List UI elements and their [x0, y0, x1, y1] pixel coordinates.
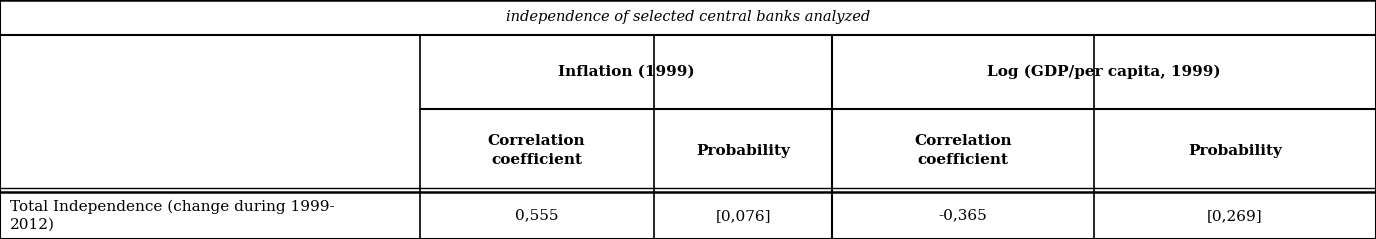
Text: Correlation
coefficient: Correlation coefficient — [915, 134, 1011, 167]
Text: Log (GDP/per capita, 1999): Log (GDP/per capita, 1999) — [988, 65, 1221, 79]
Text: Inflation (1999): Inflation (1999) — [557, 65, 695, 79]
Text: 0,555: 0,555 — [515, 209, 559, 223]
Text: Probability: Probability — [1187, 144, 1282, 158]
Text: independence of selected central banks analyzed: independence of selected central banks a… — [506, 10, 870, 24]
Text: Total Independence (change during 1999-
2012): Total Independence (change during 1999- … — [10, 199, 334, 232]
Text: Correlation
coefficient: Correlation coefficient — [488, 134, 585, 167]
Text: [0,076]: [0,076] — [716, 209, 771, 223]
Text: -0,365: -0,365 — [938, 209, 988, 223]
Text: [0,269]: [0,269] — [1207, 209, 1263, 223]
Text: Probability: Probability — [696, 144, 790, 158]
